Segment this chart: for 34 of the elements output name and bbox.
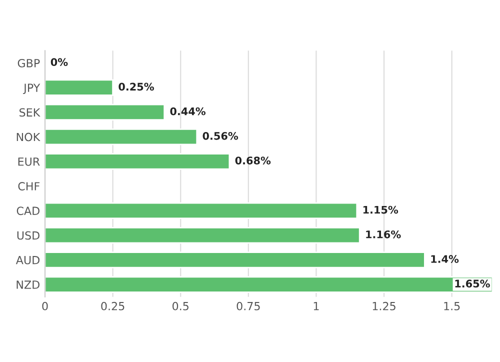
y-tick-label: USD — [17, 231, 40, 240]
bar — [45, 153, 230, 170]
x-tick-label: 0.25 — [101, 302, 124, 310]
x-tick-label: 0 — [42, 302, 48, 310]
x-tick-label: 0.5 — [172, 302, 188, 310]
data-label: 1.15% — [363, 206, 398, 214]
x-tick-label: 0.75 — [236, 302, 260, 310]
y-tick-label: CHF — [18, 182, 40, 190]
y-tick-label: EUR — [18, 158, 40, 166]
bar — [45, 104, 166, 121]
data-label: 1.16% — [366, 230, 401, 238]
y-tick-label: GBP — [18, 58, 40, 68]
x-tick-label: 1.5 — [444, 302, 460, 310]
y-tick-label: SEK — [20, 108, 40, 117]
data-label: 0.68% — [235, 156, 271, 164]
bar — [45, 202, 358, 220]
y-tick-label: AUD — [16, 256, 40, 264]
data-label: 1.4% — [431, 255, 459, 263]
bar — [45, 79, 114, 96]
x-tick-label: 1.25 — [372, 302, 396, 310]
data-label: 0.44% — [170, 107, 206, 116]
data-label: 0.56% — [202, 132, 238, 140]
data-label: 1.65% — [455, 280, 490, 288]
y-tick-label: NOK — [16, 132, 40, 142]
y-tick-label: JPY — [23, 84, 40, 94]
bar — [45, 276, 492, 293]
bar — [45, 128, 198, 146]
y-tick-label: NZD — [16, 280, 40, 289]
bar — [45, 226, 360, 244]
bar — [45, 252, 426, 268]
data-label: 0% — [50, 58, 68, 66]
x-tick-label: 1 — [314, 302, 319, 310]
data-label: 0.25% — [118, 82, 154, 91]
y-tick-label: CAD — [16, 206, 40, 216]
